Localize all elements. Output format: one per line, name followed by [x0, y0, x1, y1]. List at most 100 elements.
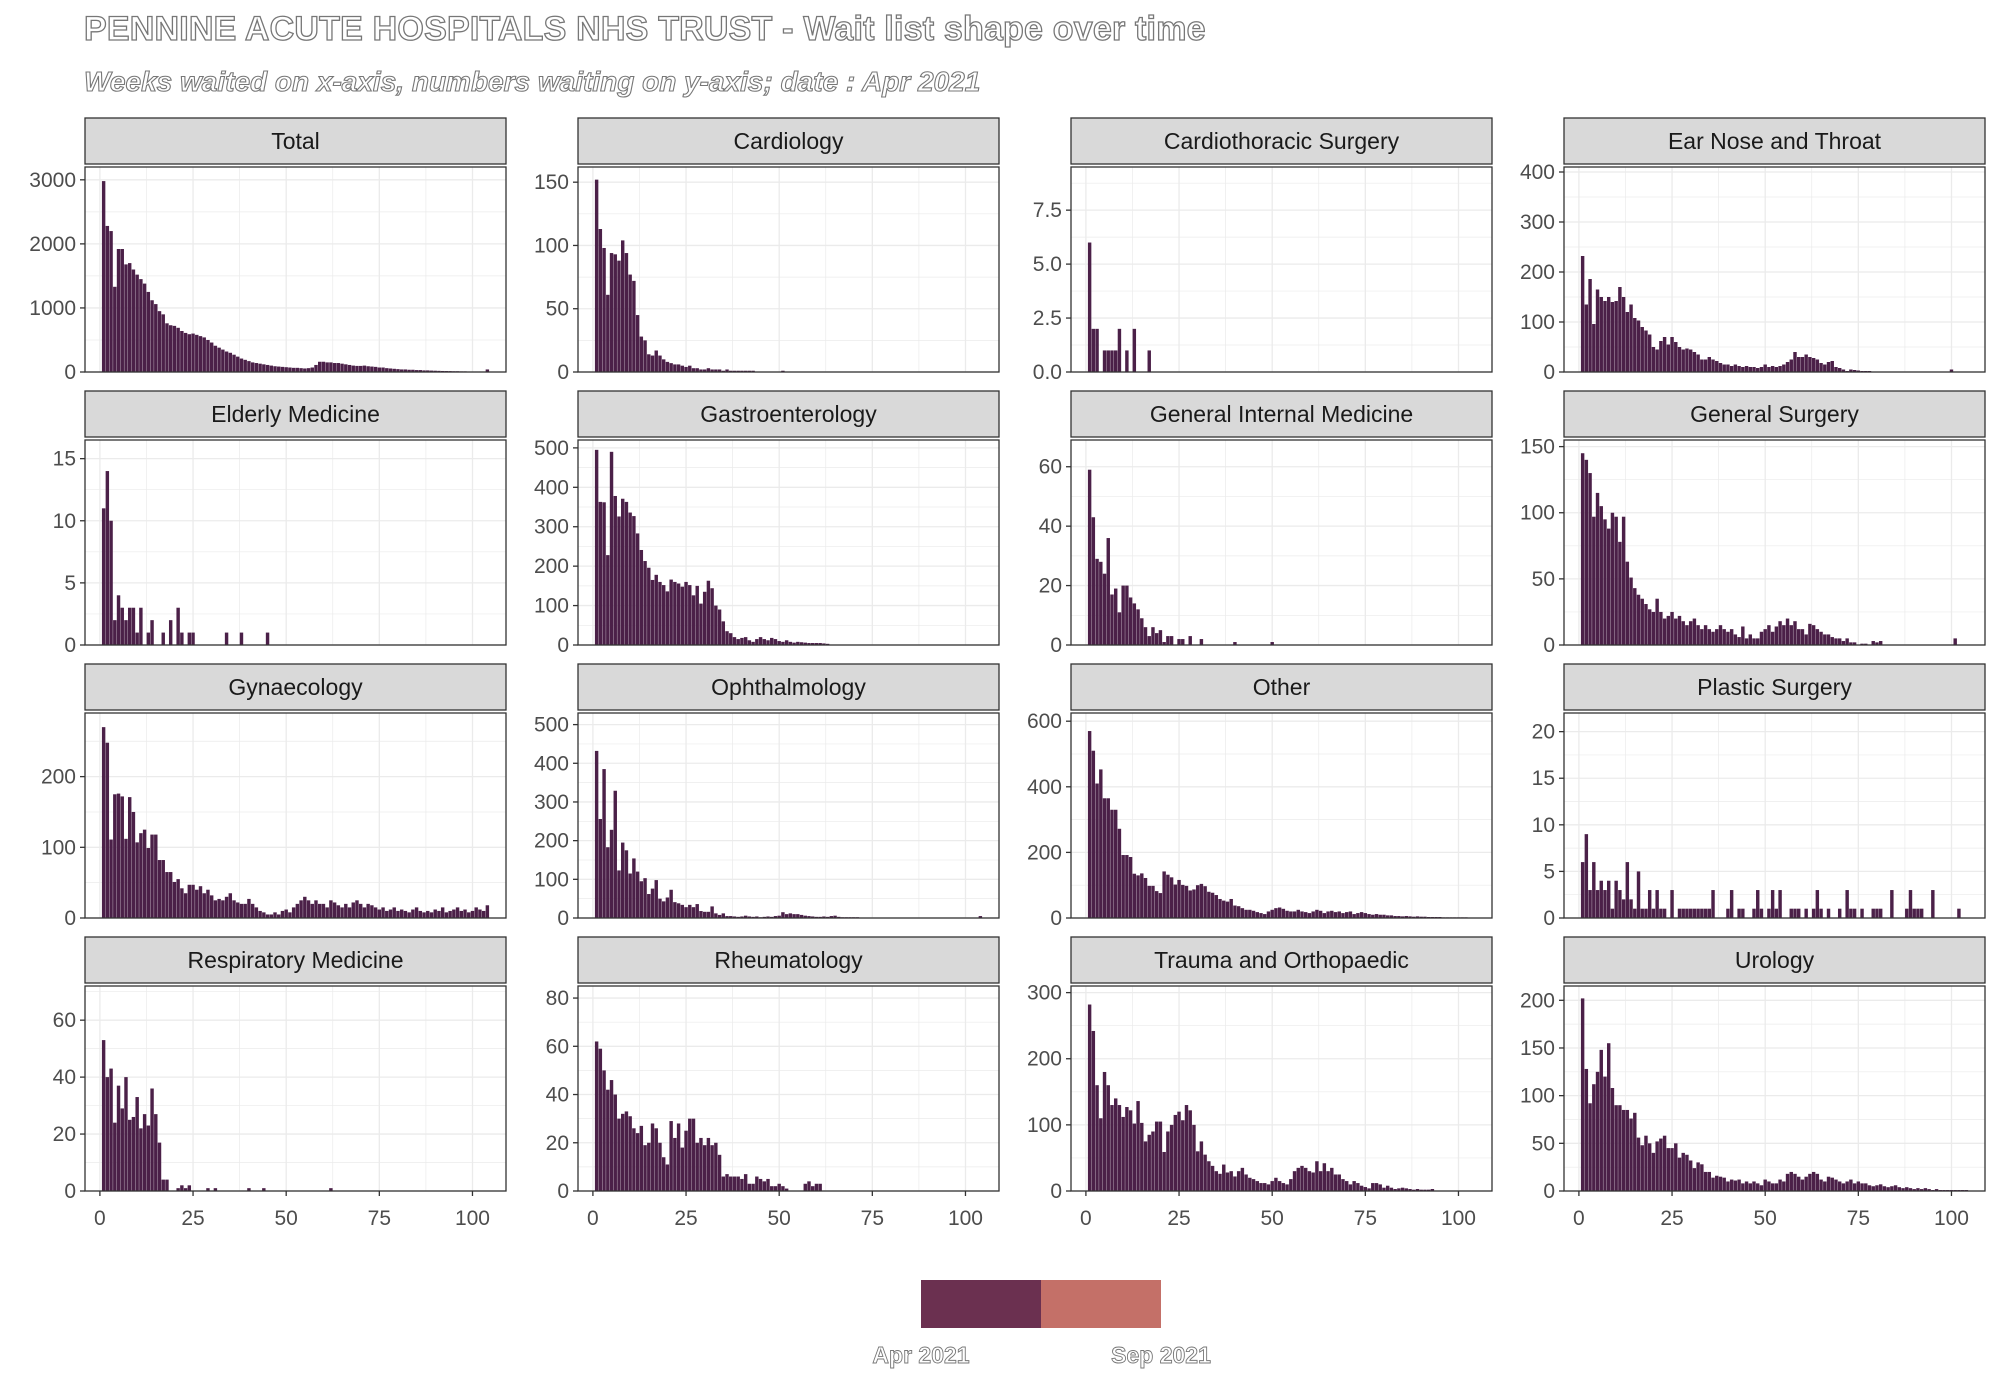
bar — [751, 1183, 755, 1191]
bar — [1819, 1179, 1823, 1191]
bar — [628, 873, 632, 918]
bar — [1849, 1179, 1853, 1191]
bar — [1162, 1151, 1166, 1191]
bar — [822, 643, 826, 645]
bar — [1830, 361, 1834, 372]
bar — [1953, 638, 1957, 645]
bar — [388, 368, 393, 372]
bar — [639, 1125, 644, 1191]
bar — [792, 914, 796, 918]
bar — [1763, 1179, 1767, 1191]
bar — [1756, 890, 1760, 918]
bar — [135, 842, 139, 918]
bar — [740, 916, 744, 918]
bar — [247, 361, 251, 372]
bar — [1804, 908, 1808, 918]
bar — [1770, 890, 1775, 918]
bar — [1106, 538, 1110, 645]
bar — [1099, 769, 1103, 918]
bar — [788, 641, 793, 645]
bar — [620, 842, 625, 918]
bar — [1599, 297, 1603, 372]
y-tick-label: 100 — [41, 836, 76, 859]
bar — [277, 366, 281, 372]
bar — [1692, 352, 1697, 372]
facet-other: Other 0 200 400 600 — [1027, 663, 1493, 930]
panel-border — [84, 985, 507, 1192]
bar — [429, 370, 434, 372]
bar — [109, 839, 113, 918]
bar — [1154, 891, 1159, 918]
bar — [725, 631, 729, 645]
bar — [669, 889, 673, 918]
y-tick-label: 0 — [64, 634, 76, 657]
bar — [247, 898, 251, 918]
bar — [1700, 908, 1704, 918]
bar — [262, 912, 266, 918]
bar — [1263, 914, 1267, 918]
y-tick-label: 500 — [534, 714, 569, 737]
panel-border — [1070, 439, 1493, 646]
bar — [1151, 627, 1155, 645]
bar — [1128, 1110, 1133, 1191]
bar — [1808, 357, 1812, 372]
bar — [717, 1154, 722, 1191]
bar — [792, 642, 796, 645]
bar — [1595, 289, 1600, 372]
bar — [116, 793, 121, 918]
bar — [1382, 914, 1386, 918]
bar — [1647, 890, 1652, 918]
bar — [1296, 909, 1300, 918]
bar — [598, 229, 603, 372]
bar — [1927, 1189, 1931, 1191]
bar — [135, 274, 139, 372]
bar — [1214, 1171, 1219, 1191]
bar — [1603, 301, 1607, 372]
bar — [1759, 1185, 1764, 1191]
bar — [172, 325, 177, 372]
bar — [1744, 1181, 1749, 1191]
bar — [1677, 1157, 1682, 1191]
y-tick-label: 0.0 — [1033, 361, 1062, 384]
bar — [1875, 1185, 1879, 1191]
bar — [127, 607, 132, 645]
bar — [1733, 364, 1738, 372]
bar — [702, 911, 707, 918]
panel-background — [1564, 713, 1985, 918]
bar — [113, 794, 117, 918]
y-tick-label: 0 — [1050, 1180, 1062, 1203]
bar — [370, 905, 374, 918]
bar — [1934, 1189, 1939, 1191]
bar — [1774, 908, 1779, 918]
bar — [1404, 1188, 1409, 1191]
bar — [1140, 618, 1144, 645]
bar — [1692, 908, 1697, 918]
x-tick-label: 75 — [368, 1207, 391, 1230]
bar — [258, 910, 262, 918]
bar — [236, 356, 240, 372]
bar — [1782, 364, 1786, 372]
bar — [232, 900, 236, 918]
bar — [1337, 1174, 1341, 1191]
bar — [373, 366, 378, 372]
panel-border — [1563, 985, 1986, 1192]
bar — [602, 1070, 606, 1191]
facet-trauma-and-orthopaedic: Trauma and Orthopaedic 0 100 200 300 0 25 50 75 1… — [1027, 936, 1493, 1230]
bar — [799, 642, 804, 645]
bar — [1655, 1141, 1659, 1191]
bar — [1633, 1112, 1637, 1191]
bar — [236, 902, 240, 918]
bar — [165, 872, 169, 918]
bar — [1393, 916, 1397, 918]
facet-ophthalmology: Ophthalmology 0 100 200 300 400 500 — [534, 663, 1000, 930]
bar — [1696, 625, 1700, 645]
bar — [758, 1178, 763, 1191]
facet-strip-label: Other — [1253, 674, 1311, 700]
bar — [180, 888, 184, 918]
bar — [1423, 1189, 1427, 1191]
bar — [1797, 908, 1801, 918]
bar — [1270, 1181, 1274, 1191]
bar — [1404, 916, 1409, 918]
bar — [1789, 1171, 1793, 1191]
bar — [1890, 1186, 1894, 1191]
